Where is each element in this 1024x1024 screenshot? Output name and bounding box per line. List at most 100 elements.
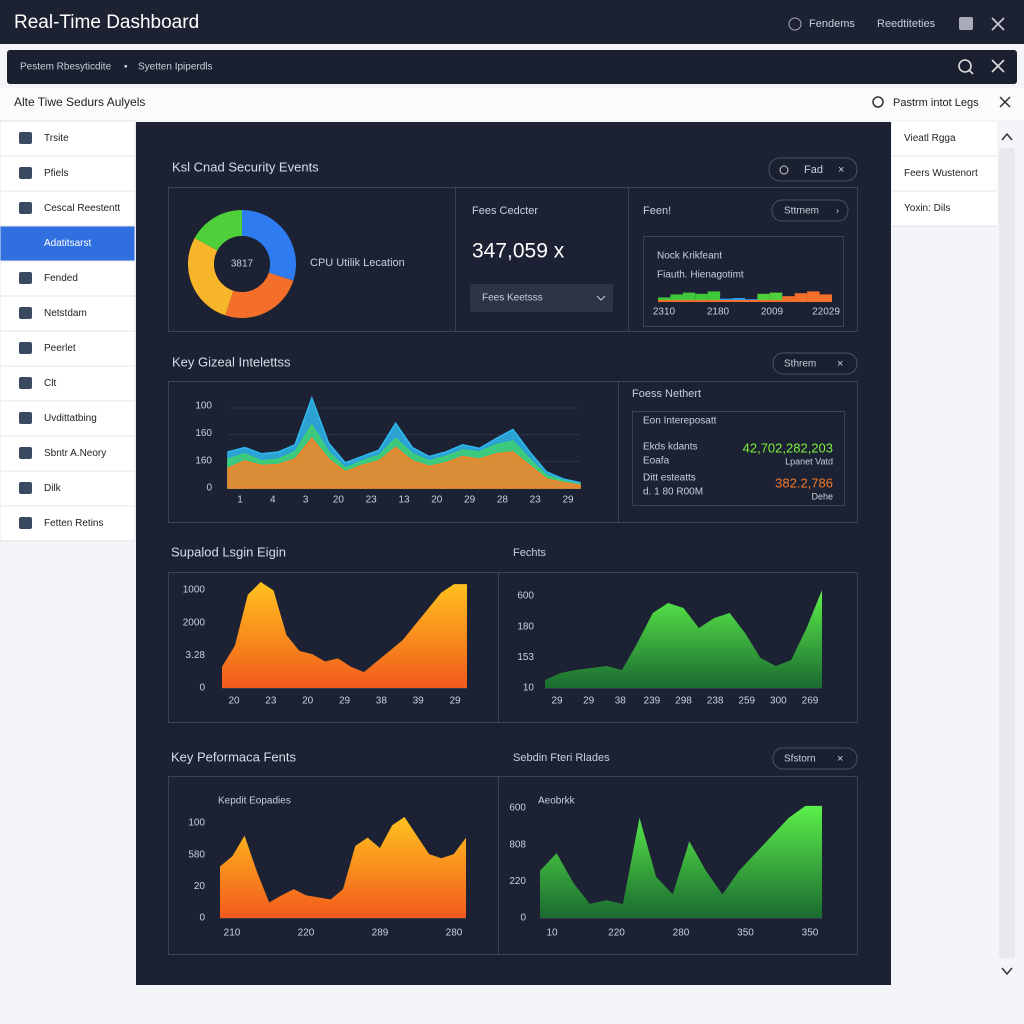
sidebar-label[interactable]: Clt (44, 378, 56, 389)
section-title: Key Peformaca Fents (171, 749, 296, 764)
bar (807, 291, 820, 301)
y-tick-label: 160 (195, 455, 212, 466)
panel-box (168, 187, 858, 332)
y-tick-label: 2000 (183, 617, 206, 628)
donut-center-label: 3817 (231, 259, 254, 270)
dropdown[interactable] (470, 284, 613, 312)
header-link[interactable]: Fendems (809, 18, 855, 30)
dropdown-label[interactable]: Fees Keetsss (482, 293, 543, 304)
subheader-action[interactable]: Pastrm intot Legs (893, 97, 979, 109)
x-tick-label: 3 (303, 495, 309, 506)
right-panel-item[interactable]: Feers Wustenort (904, 168, 978, 179)
chart-subtitle: Kepdit Eopadies (218, 796, 291, 807)
icon (788, 17, 802, 31)
button-label[interactable]: Sthrem (784, 359, 816, 370)
button-label[interactable]: Sttrnem (784, 206, 819, 217)
button[interactable] (772, 747, 858, 770)
panel-title: Feen! (643, 205, 671, 217)
area (222, 582, 467, 688)
x-tick-label: 239 (644, 696, 661, 707)
x-tick-label: 29 (464, 495, 476, 506)
title-bar (0, 0, 1024, 44)
sidebar-label[interactable]: Fended (44, 273, 78, 284)
donut-slice (188, 237, 234, 316)
button-close[interactable]: × (838, 164, 844, 176)
search-item[interactable]: Syetten Ipiperdls (138, 62, 213, 73)
sidebar-label[interactable]: Adatitsarst (44, 238, 91, 249)
close-icon[interactable] (991, 17, 1005, 31)
sidebar-label[interactable]: Cescal Reestentt (44, 203, 120, 214)
sidebar-label[interactable]: Pfiels (44, 168, 68, 179)
row-label: Eoafa (643, 456, 670, 467)
bar (720, 298, 733, 301)
close-icon[interactable] (999, 96, 1011, 108)
area (540, 805, 822, 918)
row-value: 42,702,282,203 (743, 440, 833, 455)
dropdown-arrow[interactable] (596, 295, 606, 301)
y-tick-label: 220 (509, 876, 526, 887)
button[interactable] (771, 199, 849, 222)
x-tick-label: 280 (446, 928, 463, 939)
subheader-title: Alte Tiwe Sedurs Aulyels (14, 95, 145, 109)
x-tick-label: 28 (497, 495, 509, 506)
y-tick-label: 10 (523, 683, 535, 694)
x-tick-label: 39 (413, 696, 425, 707)
bar (707, 291, 721, 301)
donut-label: CPU Utilik Lecation (310, 257, 405, 269)
sidebar-label[interactable]: Uvdittatbing (44, 413, 97, 424)
sidebar-item[interactable] (0, 260, 136, 297)
x-tick-label: 210 (224, 928, 241, 939)
app-title: Real-Time Dashboard (14, 12, 199, 33)
button-close[interactable]: × (837, 358, 843, 370)
button-arrow[interactable]: › (836, 205, 839, 215)
sidebar-label[interactable]: Trsite (44, 133, 69, 144)
button[interactable] (768, 157, 858, 182)
panel-title: Foess Nethert (632, 388, 701, 400)
sidebar-item[interactable] (0, 225, 136, 262)
button-label[interactable]: Sfstorn (784, 754, 816, 765)
chart-subtitle: Aeobrkk (538, 796, 576, 807)
button[interactable] (772, 352, 858, 375)
x-tick-label: 20 (228, 696, 240, 707)
row-unit: Dehe (811, 491, 833, 501)
y-tick-label: 100 (195, 401, 212, 412)
inner-box (643, 236, 844, 327)
search-icon[interactable] (958, 59, 972, 73)
x-tick-label: 29 (562, 495, 574, 506)
bar (782, 296, 795, 301)
bar (695, 293, 708, 301)
bar (732, 298, 745, 301)
right-panel-item[interactable]: Vieatl Rgga (904, 133, 956, 144)
search-bar[interactable] (7, 50, 1017, 84)
sidebar-item[interactable] (0, 435, 136, 472)
x-tick-label: 238 (707, 696, 724, 707)
sidebar-item[interactable] (0, 120, 136, 157)
button-label[interactable]: Fad (804, 164, 823, 176)
sidebar-label[interactable]: Sbntr A.Neory (44, 448, 106, 459)
icons[interactable] (968, 59, 1005, 75)
y-tick-label: 100 (188, 818, 205, 829)
donut-slice (242, 210, 296, 281)
x-tick-label: 2310 (653, 307, 676, 318)
x-tick-label: 298 (675, 696, 692, 707)
right-panel-item[interactable]: Yoxin: Dils (904, 203, 950, 214)
scrollbar[interactable] (999, 148, 1015, 958)
x-tick-label: 29 (583, 696, 595, 707)
sidebar-label[interactable]: Netstdam (44, 308, 87, 319)
sidebar-label[interactable]: Fetten Retins (44, 518, 103, 529)
search-icon[interactable] (872, 96, 884, 108)
scroll-arrows[interactable] (1001, 132, 1013, 976)
subheader (0, 88, 1024, 120)
button-close[interactable]: × (837, 753, 843, 765)
section-title: Sebdin Fteri Rlades (513, 752, 610, 764)
icon[interactable] (959, 17, 973, 30)
search-separator: ▪ (124, 62, 128, 73)
area (220, 817, 466, 918)
panel-box (168, 776, 858, 955)
search-item[interactable]: Pestem Rbesyticdite (20, 62, 112, 73)
sidebar-label[interactable]: Peerlet (44, 343, 76, 354)
sidebar-label[interactable]: Dilk (44, 483, 62, 494)
header-link[interactable]: Reedtiteties (877, 18, 936, 30)
right-panel (892, 122, 997, 226)
